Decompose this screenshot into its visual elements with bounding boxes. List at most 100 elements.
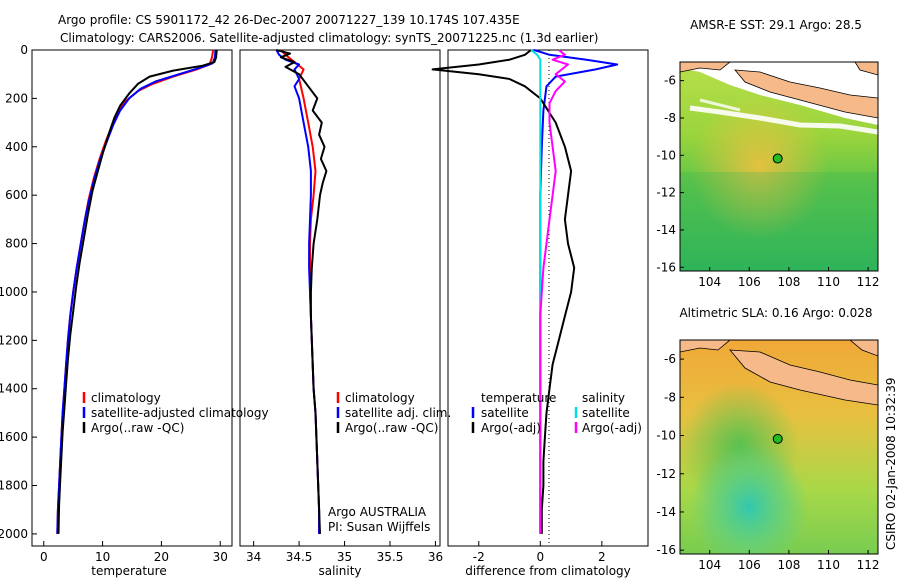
map-x-tick-label: 110 [817,275,840,289]
land-java-sst [734,69,878,119]
argo-float-marker [772,153,783,164]
legend-label-sal-satellite: satellite [582,406,630,420]
series-line-satellite-adj-clim- [275,49,321,534]
sst-map-panel: AMSR-E SST: 29.1 Argo: 28.5 104 106 108 110… [656,18,880,289]
temperature-series [56,49,218,534]
legend-label-argo: Argo(..raw -QC) [91,421,184,435]
legend-title-temperature: temperature [481,391,556,405]
series-line-salinity-argo-adj- [539,49,569,534]
map-y-tick-label: -16 [656,260,676,274]
map-y-tick-label: -14 [656,505,676,519]
sst-map-yticks: -6 -8 -10 -12 -14 -16 [656,74,684,274]
map-x-tick-label: 112 [857,558,880,572]
temperature-xticks: 0 10 20 30 [40,541,228,564]
legend-label-climatology: climatology [91,391,161,405]
legend-title-salinity: salinity [582,391,625,405]
x-tick-label: 30 [213,550,228,564]
map-x-tick-label: 106 [738,275,761,289]
sla-map-xticks: 104 106 108 110 112 [698,550,880,572]
sla-map-frame [679,339,879,555]
difference-xticks: -2 0 2 [473,541,606,564]
legend-label-argo: Argo(..raw -QC) [345,421,438,435]
map-x-tick-label: 104 [698,275,721,289]
y-tick-label: 400 [5,140,28,154]
annotation-pi-name: PI: Susan Wijffels [328,520,430,534]
temperature-panel: 0 10 20 30 0 200 400 600 800 1000 1200 1400 1600 180… [0,43,269,578]
salinity-legend: climatology satellite adj. clim. Argo(..… [336,391,451,435]
x-tick-label: 10 [95,550,110,564]
x-tick-label: 35 [337,550,352,564]
difference-xlabel: difference from climatology [465,564,631,578]
x-tick-label: 2 [598,550,606,564]
difference-legend: temperature satellite Argo(-adj) salinit… [471,391,642,435]
salinity-xlabel: salinity [318,564,361,578]
map-x-tick-label: 110 [817,558,840,572]
map-x-tick-label: 104 [698,558,721,572]
map-y-tick-label: -10 [656,429,676,443]
temperature-xlabel: temperature [91,564,166,578]
y-tick-label: 1800 [0,479,28,493]
legend-label-climatology: climatology [345,391,415,405]
map-x-tick-label: 108 [777,275,800,289]
figure-title-line1: Argo profile: CS 5901172_42 26-Dec-2007 … [58,13,520,27]
legend-label-temp-argo: Argo(-adj) [481,421,541,435]
difference-panel: -2 0 2 difference from climatology tempera… [431,49,649,578]
argo-float-marker [772,433,783,444]
legend-label-temp-satellite: satellite [481,406,529,420]
y-tick-label: 1400 [0,382,28,396]
y-tick-label: 1200 [0,333,28,347]
legend-label-satellite: satellite adj. clim. [345,406,451,420]
sla-map-yticks: -6 -8 -10 -12 -14 -16 [656,352,684,557]
y-tick-label: 600 [5,188,28,202]
map-x-tick-label: 106 [738,558,761,572]
difference-series [431,49,619,534]
sst-map-frame [679,61,879,272]
map-y-tick-label: -12 [656,186,676,200]
y-tick-label: 800 [5,237,28,251]
timestamp-stamp: CSIRO 02-Jan-2008 10:32:39 [884,378,898,550]
sst-map-field [680,62,878,271]
map-x-tick-label: 108 [777,558,800,572]
legend-label-sal-argo: Argo(-adj) [582,421,642,435]
x-tick-label: 36 [428,550,443,564]
depth-yticks: 0 200 400 600 800 1000 1200 1400 1600 1800 2000 [0,43,37,541]
difference-axes-frame [447,49,649,547]
series-line-temperature-satellite [533,49,619,534]
series-line-climatology [280,49,321,534]
land-java-sla [729,349,878,406]
salinity-xticks: 34 34.5 35 35.5 36 [246,541,443,564]
map-y-tick-label: -12 [656,467,676,481]
figure-title-line2: Climatology: CARS2006. Satellite-adjuste… [60,31,598,45]
series-line-argo-raw-qc- [57,49,218,534]
map-y-tick-label: -14 [656,223,676,237]
series-line-salinity-satellite [530,49,542,534]
sla-map-panel: Altimetric SLA: 0.16 Argo: 0.028 104 106 1… [656,306,879,572]
y-tick-label: 1600 [0,430,28,444]
y-tick-label: 2000 [0,527,28,541]
series-line-satellite-adjusted-climatology [56,49,217,534]
map-y-tick-label: -6 [664,74,676,88]
y-tick-label: 1000 [0,285,28,299]
temperature-legend: climatology satellite-adjusted climatolo… [82,391,269,435]
salinity-series [275,49,328,534]
legend-label-satellite: satellite-adjusted climatology [91,406,269,420]
sst-map-xticks: 104 106 108 110 112 [698,267,880,289]
x-tick-label: 34.5 [286,550,313,564]
annotation-argo-australia: Argo AUSTRALIA [328,505,427,519]
temperature-axes-frame [31,49,233,547]
land-sumatra-sst [680,62,731,73]
land-sumatra-sla [680,340,731,353]
y-tick-label: 200 [5,91,28,105]
series-line-climatology [56,49,215,534]
x-tick-label: 0 [40,550,48,564]
sla-map-field [680,340,878,554]
salinity-panel: 34 34.5 35 35.5 36 salinity climatology sate… [239,49,451,578]
map-y-tick-label: -8 [664,111,676,125]
x-tick-label: 35.5 [377,550,404,564]
map-y-tick-label: -6 [664,352,676,366]
series-line-argo-raw-qc- [276,49,328,534]
map-x-tick-label: 112 [857,275,880,289]
x-tick-label: -2 [473,550,485,564]
map-y-tick-label: -16 [656,543,676,557]
